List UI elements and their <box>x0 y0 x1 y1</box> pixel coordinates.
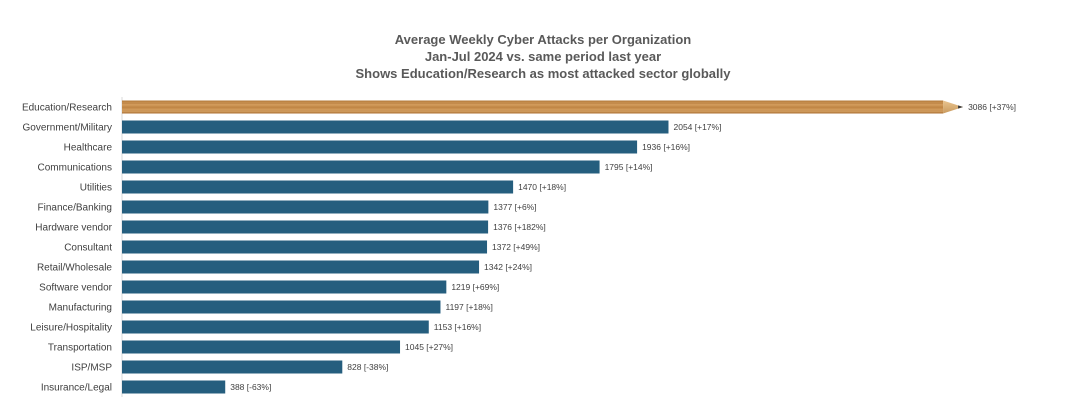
chart-title-line-1: Average Weekly Cyber Attacks per Organiz… <box>394 32 692 47</box>
bar <box>122 180 514 194</box>
data-label: 3086 [+37%] <box>968 102 1016 112</box>
bar <box>122 340 401 354</box>
bar-pencil-body <box>122 100 944 114</box>
bar <box>122 280 447 294</box>
chart-title-line-3: Shows Education/Research as most attacke… <box>355 66 731 81</box>
bar-pencil-lead <box>958 105 964 109</box>
category-label: Education/Research <box>22 103 112 114</box>
bar <box>122 140 638 154</box>
category-label: Healthcare <box>64 143 113 154</box>
data-label: 1376 [+182%] <box>493 222 546 232</box>
category-label: Transportation <box>48 343 112 354</box>
bar <box>122 220 489 234</box>
bar <box>122 160 600 174</box>
bar <box>122 120 669 134</box>
data-label: 2054 [+17%] <box>673 122 721 132</box>
data-label: 1936 [+16%] <box>642 142 690 152</box>
category-label: Retail/Wholesale <box>37 263 112 274</box>
data-label: 1153 [+16%] <box>434 322 481 332</box>
bar <box>122 300 441 314</box>
data-label: 1342 [+24%] <box>484 262 532 272</box>
bar <box>122 380 226 394</box>
category-label: Consultant <box>64 243 112 254</box>
data-label: 1377 [+6%] <box>493 202 536 212</box>
bar <box>122 240 488 254</box>
category-label: Finance/Banking <box>38 203 113 214</box>
category-label: Hardware vendor <box>35 223 112 234</box>
category-label: Utilities <box>80 183 112 194</box>
data-label: 1045 [+27%] <box>405 342 453 352</box>
chart-title: Average Weekly Cyber Attacks per Organiz… <box>0 31 1086 82</box>
category-label: Government/Military <box>23 123 112 134</box>
category-label: Manufacturing <box>49 303 112 314</box>
bar-pencil-tip <box>943 100 964 114</box>
chart-title-line-2: Jan-Jul 2024 vs. same period last year <box>424 49 662 64</box>
data-label: 388 [-63%] <box>230 382 271 392</box>
data-label: 828 [-38%] <box>347 362 388 372</box>
data-label: 1372 [+49%] <box>492 242 540 252</box>
bar <box>122 260 480 274</box>
data-label: 1795 [+14%] <box>605 162 653 172</box>
data-label: 1197 [+18%] <box>445 302 492 312</box>
bar <box>122 200 489 214</box>
data-label: 1470 [+18%] <box>518 182 566 192</box>
category-label: Insurance/Legal <box>41 383 112 394</box>
data-label: 1219 [+69%] <box>451 282 499 292</box>
category-label: Software vendor <box>39 283 112 294</box>
category-label: ISP/MSP <box>71 363 112 374</box>
category-label: Leisure/Hospitality <box>30 323 112 334</box>
category-label: Communications <box>38 163 112 174</box>
bar <box>122 320 429 334</box>
bar <box>122 360 343 374</box>
